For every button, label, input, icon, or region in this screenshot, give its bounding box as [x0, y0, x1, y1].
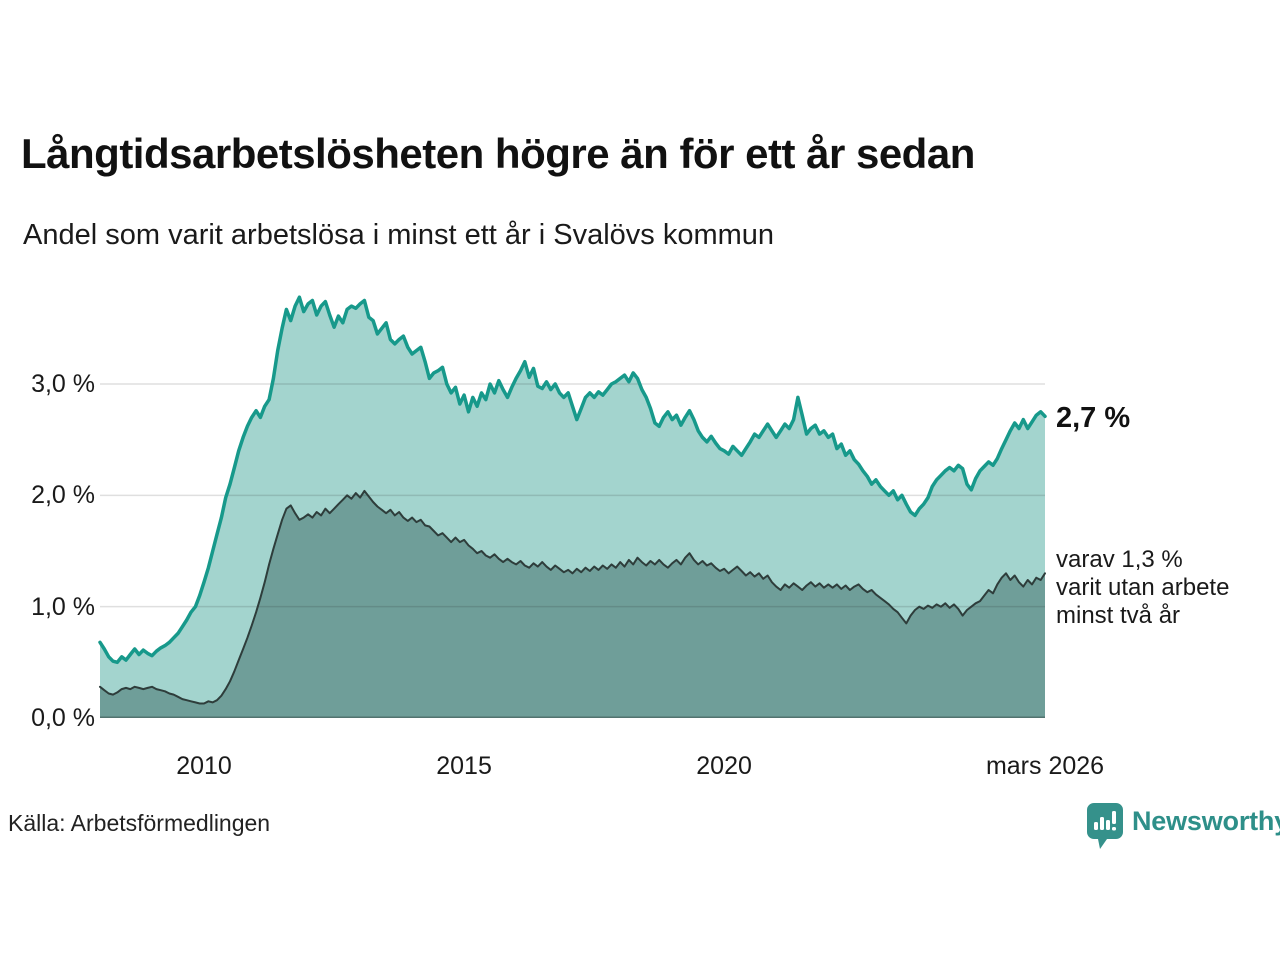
series-line-min-2yr	[99, 489, 1046, 705]
y-axis-tick-label: 2,0 %	[31, 481, 95, 510]
newsworthy-logo-text: Newsworthy	[1132, 805, 1280, 836]
end-note-line-1: varav 1,3 %	[1056, 546, 1183, 573]
page-title: Långtidsarbetslösheten högre än för ett …	[21, 130, 975, 177]
newsworthy-logo: Newsworthy	[1086, 802, 1280, 852]
series-line-min-1yr	[98, 295, 1047, 665]
source-label: Källa: Arbetsförmedlingen	[8, 810, 271, 836]
end-note-label-2yr: varav 1,3 % varit utan arbete minst två …	[1056, 546, 1229, 630]
end-note-line-3: minst två år	[1056, 602, 1181, 629]
end-note-line-2: varit utan arbete	[1056, 574, 1230, 601]
y-axis-tick-label: 0,0 %	[31, 704, 95, 732]
x-axis-tick-label: mars 2026	[985, 752, 1105, 780]
end-value-label-1yr: 2,7 %	[1056, 402, 1131, 434]
series-area-min-2yr	[100, 490, 1045, 718]
x-axis-tick-label: 2015	[436, 752, 492, 780]
newsworthy-logo-icon	[1087, 803, 1123, 849]
y-axis-tick-label: 1,0 %	[31, 592, 95, 621]
x-axis-tick-label: 2010	[176, 752, 232, 780]
page-subtitle: Andel som varit arbetslösa i minst ett å…	[23, 219, 775, 251]
y-axis-tick-label: 3,0 %	[31, 370, 95, 398]
x-axis-tick-label: 2020	[696, 752, 752, 780]
